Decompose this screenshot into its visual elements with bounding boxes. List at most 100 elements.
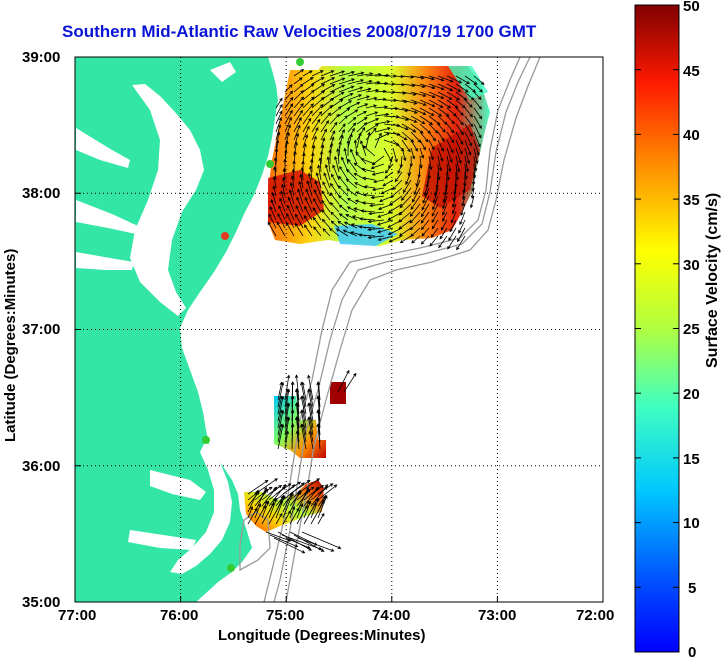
velocity-arrow <box>277 395 283 415</box>
velocity-arrow <box>308 402 314 422</box>
velocity-arrow <box>374 127 391 133</box>
velocity-arrow <box>428 83 445 91</box>
velocity-arrow <box>289 505 296 519</box>
velocity-arrow <box>382 179 394 187</box>
velocity-arrow <box>464 131 473 147</box>
velocity-arrow <box>403 179 412 194</box>
velocity-arrow <box>363 185 376 189</box>
velocity-arrow <box>268 497 278 519</box>
velocity-arrow <box>275 484 296 501</box>
velocity-arrow <box>295 204 304 221</box>
velocity-arrow <box>365 96 378 101</box>
velocity-arrow <box>268 483 287 507</box>
x-tick-label: 76:00 <box>160 607 198 624</box>
velocity-arrow <box>311 111 323 125</box>
velocity-arrow <box>294 402 300 429</box>
velocity-arrow <box>448 227 457 242</box>
velocity-arrow <box>302 83 315 93</box>
velocity-arrow <box>261 486 278 507</box>
velocity-arrow <box>428 155 433 171</box>
velocity-arrow <box>442 203 448 216</box>
velocity-arrow <box>365 127 377 141</box>
velocity-arrow <box>446 123 455 134</box>
velocity-arrow <box>291 423 295 450</box>
velocity-arrow <box>469 195 475 209</box>
velocity-arrow <box>420 219 430 231</box>
velocity-arrow <box>377 203 394 210</box>
velocity-arrow <box>419 99 436 107</box>
velocity-arrow <box>455 75 471 85</box>
velocity-arrow <box>329 227 340 237</box>
velocity-arrow <box>339 165 349 181</box>
velocity-arrow <box>428 75 445 82</box>
velocity-arrow <box>277 213 286 229</box>
velocity-arrow <box>300 409 307 436</box>
velocity-arrow <box>334 155 340 173</box>
velocity-arrow <box>284 430 290 450</box>
velocity-arrow <box>358 233 376 237</box>
velocity-arrow <box>464 91 475 101</box>
velocity-arrow <box>297 188 304 205</box>
velocity-arrow <box>284 96 294 109</box>
velocity-arrow <box>421 227 430 237</box>
velocity-arrow <box>374 120 391 125</box>
velocity-arrow <box>286 204 295 221</box>
velocity-arrow <box>431 219 439 230</box>
velocity-arrow <box>320 77 336 85</box>
velocity-arrow <box>293 96 305 109</box>
velocity-arrow <box>275 494 286 519</box>
velocity-arrow <box>455 115 464 126</box>
velocity-arrow <box>356 117 368 125</box>
velocity-arrow <box>329 182 340 197</box>
velocity-arrow <box>460 203 466 217</box>
velocity-arrow <box>309 165 313 181</box>
velocity-arrow <box>437 155 443 172</box>
tick-marks <box>74 56 604 603</box>
velocity-arrow <box>464 155 469 173</box>
velocity-arrow <box>302 117 312 133</box>
velocity-arrow <box>461 195 466 207</box>
velocity-arrow <box>473 139 480 157</box>
velocity-arrow <box>317 484 338 501</box>
velocity-arrow <box>284 90 294 101</box>
velocity-arrow <box>307 402 314 429</box>
velocity-arrow <box>442 187 448 203</box>
velocity-arrow <box>330 220 340 229</box>
velocity-arrow <box>320 128 327 141</box>
velocity-arrow <box>269 534 299 548</box>
x-tick-label: 77:00 <box>58 607 96 624</box>
velocity-arrow <box>343 221 358 229</box>
velocity-arrow <box>464 123 473 137</box>
velocity-arrow <box>455 163 459 181</box>
velocity-arrow <box>302 89 315 101</box>
velocity-arrow <box>401 139 411 153</box>
x-tick-label: 74:00 <box>372 607 410 624</box>
velocity-arrow <box>356 111 368 117</box>
velocity-arrow <box>338 115 349 125</box>
velocity-arrow <box>423 179 430 197</box>
velocity-arrow <box>296 196 304 213</box>
velocity-arrow <box>314 180 322 197</box>
velocity-arrow <box>392 123 409 131</box>
velocity-arrow <box>285 537 311 549</box>
colorbar-ticks <box>635 4 679 588</box>
velocity-arrow <box>451 195 457 208</box>
velocity-arrow <box>311 70 324 77</box>
velocity-arrow <box>365 104 378 109</box>
velocity-arrow <box>370 163 385 170</box>
velocity-arrow <box>347 109 359 117</box>
velocity-arrow <box>337 195 349 205</box>
velocity-arrow <box>284 131 290 149</box>
velocity-arrow <box>464 139 472 156</box>
velocity-arrow <box>421 195 430 211</box>
velocity-arrow <box>392 131 408 141</box>
velocity-arrow <box>411 187 421 203</box>
velocity-arrow <box>345 214 358 221</box>
velocity-arrow <box>401 107 418 114</box>
velocity-arrow <box>401 115 418 123</box>
velocity-arrow <box>274 147 279 165</box>
velocity-arrow <box>293 141 298 157</box>
velocity-arrow <box>293 124 301 141</box>
velocity-arrow <box>419 107 435 116</box>
velocity-arrow <box>316 423 321 450</box>
